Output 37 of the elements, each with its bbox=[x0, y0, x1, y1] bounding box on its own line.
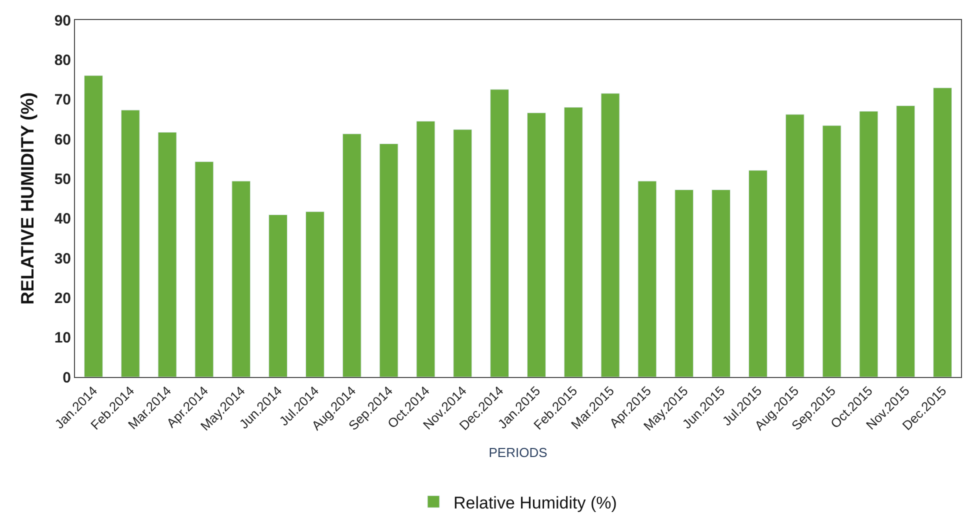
bar bbox=[564, 107, 583, 377]
bar bbox=[526, 112, 546, 377]
bar bbox=[490, 89, 510, 377]
y-axis-title: RELATIVE HUMIDITY (%) bbox=[18, 92, 38, 305]
y-tick-label: 10 bbox=[54, 330, 71, 347]
bar bbox=[785, 114, 804, 377]
bar bbox=[896, 105, 916, 377]
y-tick-label: 40 bbox=[54, 210, 71, 228]
bar bbox=[674, 190, 694, 377]
bar bbox=[453, 129, 472, 377]
bar bbox=[822, 125, 842, 377]
bar bbox=[600, 93, 620, 377]
bar bbox=[268, 214, 288, 377]
bar bbox=[194, 161, 214, 377]
bar bbox=[933, 88, 952, 377]
bar bbox=[305, 211, 324, 377]
bar bbox=[748, 170, 768, 377]
bar bbox=[158, 132, 177, 377]
y-tick-label: 50 bbox=[54, 170, 71, 188]
y-tick-label: 70 bbox=[54, 92, 71, 109]
legend-label: Relative Humidity (%) bbox=[454, 493, 617, 512]
bar bbox=[638, 180, 657, 377]
y-tick-label: 0 bbox=[62, 369, 71, 386]
bar bbox=[342, 134, 362, 377]
y-tick-label: 80 bbox=[54, 52, 71, 69]
x-axis-title: PERIODS bbox=[488, 445, 548, 460]
bar bbox=[416, 120, 436, 377]
bar bbox=[859, 110, 878, 377]
bar bbox=[712, 190, 731, 377]
bar bbox=[232, 180, 251, 377]
y-tick-label: 90 bbox=[54, 12, 71, 30]
y-tick-label: 20 bbox=[54, 290, 71, 307]
y-tick-label: 30 bbox=[54, 250, 71, 268]
bar bbox=[379, 144, 398, 377]
bar bbox=[84, 75, 103, 377]
bar bbox=[120, 110, 140, 377]
y-tick-label: 60 bbox=[54, 131, 71, 148]
